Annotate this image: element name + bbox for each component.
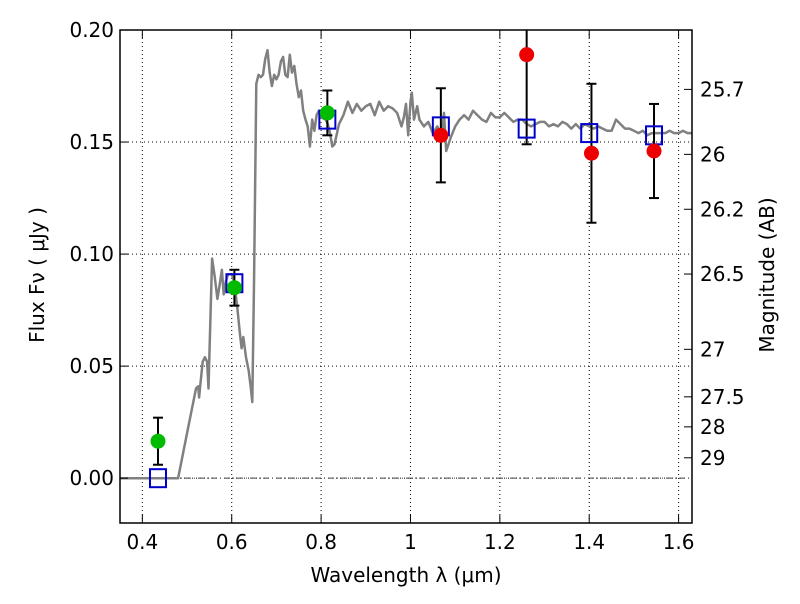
y-tick-label: 0.10: [69, 242, 114, 266]
y-tick-label: 0.20: [69, 18, 114, 42]
x-tick-label: 1.4: [573, 530, 605, 554]
magnitude-tick-label: 26.2: [700, 197, 745, 221]
nir-point: [646, 143, 662, 159]
x-tick-label: 1.2: [484, 530, 516, 554]
nir-point: [433, 127, 449, 143]
x-tick-label: 0.4: [126, 530, 158, 554]
x-tick-label: 0.6: [216, 530, 248, 554]
y-axis-label: Flux Fν ( μJy ): [25, 207, 49, 343]
magnitude-tick-label: 26.5: [700, 262, 745, 286]
x-axis-label: Wavelength λ (μm): [310, 563, 501, 587]
axis-ticks: 0.4 0.6 0.8 1 1.2 1.4 1.6 0.00 0.05 0.10 0.15 0.20 2…: [69, 18, 744, 554]
model-spectrum-line: [120, 48, 692, 480]
magnitude-axis-label: Magnitude (AB): [755, 197, 779, 352]
model-photometry-square: [580, 123, 599, 144]
model-photometry-square: [148, 468, 167, 489]
magnitude-tick-label: 27.5: [700, 385, 745, 409]
y-tick-label: 0.00: [69, 466, 114, 490]
x-tick-label: 0.8: [305, 530, 337, 554]
optical-point: [150, 433, 166, 449]
model-spectrum: [120, 48, 692, 480]
x-tick-label: 1.6: [663, 530, 695, 554]
magnitude-tick-label: 28: [700, 415, 725, 439]
plot-frame: [119, 29, 693, 524]
magnitude-tick-label: 25.7: [700, 77, 745, 101]
data-markers: [148, 47, 664, 489]
model-photometry-square: [517, 118, 536, 139]
axes-frame: [119, 29, 693, 524]
y-tick-label: 0.05: [69, 354, 114, 378]
magnitude-tick-label: 29: [700, 446, 725, 470]
x-tick-label: 1: [404, 530, 417, 554]
optical-point: [319, 105, 335, 121]
nir-point: [583, 145, 599, 161]
y-tick-label: 0.15: [69, 130, 114, 154]
optical-point: [226, 280, 242, 296]
error-bars: [152, 30, 660, 466]
nir-point: [519, 47, 535, 63]
magnitude-tick-label: 26: [700, 142, 725, 166]
magnitude-tick-label: 27: [700, 337, 725, 361]
